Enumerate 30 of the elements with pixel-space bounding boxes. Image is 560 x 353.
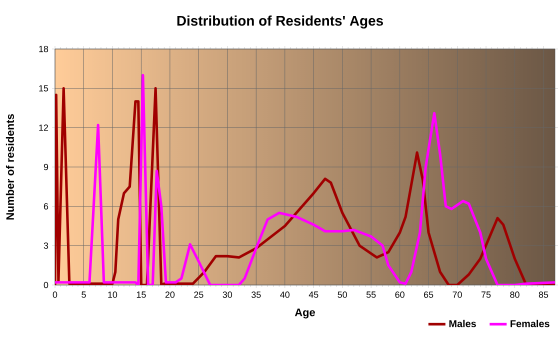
y-axis-title: Number of residents [6,114,14,220]
x-tick-label: 85 [538,292,548,298]
y-tick-label: 0 [44,282,48,288]
x-tick-label: 5 [82,292,86,298]
x-tick-label: 80 [510,292,520,298]
x-tick-label: 40 [280,292,290,298]
y-tick-label: 15 [39,85,48,92]
y-tick-label: 18 [39,46,48,52]
legend-label: Females [510,320,550,328]
y-tick-label: 9 [44,164,48,170]
x-tick-label: 65 [424,292,434,298]
x-tick-label: 45 [308,292,318,298]
x-tick-label: 35 [252,292,261,298]
x-tick-label: 0 [52,292,58,298]
x-tick-label: 60 [395,292,404,298]
chart-title: Distribution of Residents' Ages [177,15,383,29]
legend-label: Males [449,320,476,328]
y-tick-label: 12 [39,124,48,131]
y-tick-label: 6 [44,203,48,210]
x-tick-label: 70 [452,292,462,298]
x-tick-label: 15 [136,292,146,298]
x-axis-title: Age [294,308,315,318]
x-tick-label: 75 [482,292,491,298]
x-tick-label: 50 [338,292,347,298]
x-tick-label: 25 [194,292,204,298]
x-tick-label: 30 [222,292,232,298]
y-tick-label: 3 [44,242,48,249]
x-tick-label: 10 [108,292,118,298]
x-tick-label: 55 [366,292,376,298]
x-tick-label: 20 [165,292,175,298]
